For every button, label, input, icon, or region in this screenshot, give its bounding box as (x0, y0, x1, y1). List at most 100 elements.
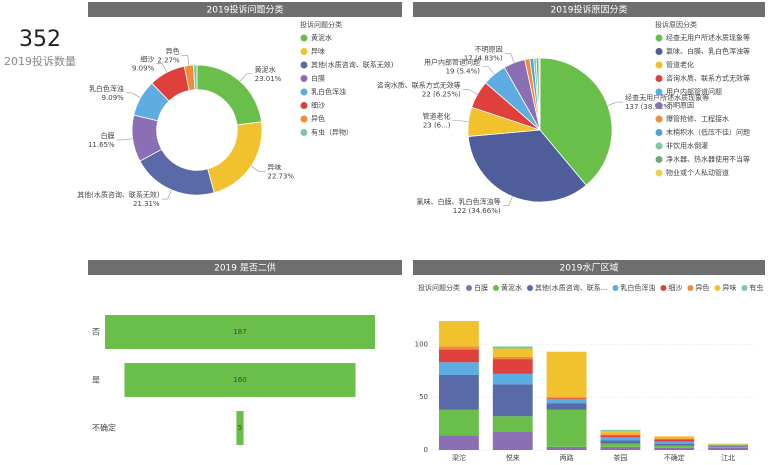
slice (538, 57, 541, 131)
bar-segment (708, 443, 749, 445)
legend-swatch (660, 285, 667, 291)
legend-label: 乳白色浑浊 (620, 283, 655, 292)
legend-swatch (655, 169, 663, 177)
bar-segment (546, 403, 587, 410)
legend-swatch (612, 285, 619, 291)
bar-segment (438, 362, 479, 375)
x-tick-label: 江北 (721, 454, 735, 462)
funnel-bar (124, 363, 356, 397)
panel-header (88, 2, 402, 17)
slice-value-label: 22.73% (267, 173, 294, 181)
chart-title: 2019投诉问题分类 (207, 4, 284, 16)
slice-value-label: 23 (6...) (423, 122, 451, 130)
slice-value-label: 9.09% (132, 65, 155, 73)
panel-header (88, 260, 402, 275)
slice-value-label: 22 (6.25%) (422, 90, 461, 98)
chart-title: 2019投诉原因分类 (551, 4, 628, 16)
legend-label: 白膜 (311, 74, 325, 83)
category-label: 否 (92, 328, 100, 337)
bar-segment (438, 321, 479, 347)
legend-label: 氯味、白膜、乳白色浑浊等 (666, 47, 750, 56)
slice-label: 氯味、白膜、乳白色浑浊等 (417, 197, 501, 206)
slice-label: 咨询水质、联系方式无效等 (377, 80, 461, 89)
y-tick-label: 50 (419, 393, 428, 401)
legend-label: 异色 (311, 114, 325, 123)
bar-segment (600, 437, 641, 441)
bar-segment (708, 446, 749, 448)
leader-line (607, 101, 624, 106)
slice (139, 148, 215, 196)
bar-segment (654, 438, 695, 440)
legend-swatch (466, 285, 472, 291)
x-tick-label: 悦来 (506, 453, 520, 462)
legend-swatch (655, 75, 663, 82)
legend-title: 投诉问题分类 (300, 20, 342, 29)
bar-segment (438, 346, 479, 350)
y-tick-label: 0 (424, 446, 428, 454)
bar-segment (600, 435, 641, 438)
bar-segment (654, 447, 695, 450)
legend-label: 管道老化 (666, 60, 694, 69)
bar-segment (546, 351, 587, 398)
bar-segment (600, 446, 641, 450)
y-tick-label: 100 (415, 340, 428, 348)
legend-swatch (655, 88, 663, 96)
bar-segment (600, 434, 641, 436)
bar-segment (654, 445, 695, 448)
bar-segment (438, 409, 479, 436)
leader-line (156, 63, 168, 73)
chart-title: 2019 是否二供 (214, 262, 276, 274)
slice-label: 白膜 (101, 131, 115, 140)
kpi-label: 2019投诉数量 (4, 54, 76, 68)
legend-label: 用户内部管道问题 (666, 87, 722, 96)
bar-segment (600, 440, 641, 444)
bar-segment (600, 429, 641, 431)
slice-value-label: 11.65% (88, 141, 115, 149)
legend-swatch (741, 285, 748, 291)
leader-line (239, 73, 253, 82)
legend-swatch (300, 34, 308, 42)
legend-swatch (655, 34, 663, 42)
slice-value-label: 21.31% (133, 200, 160, 208)
bar-segment (546, 409, 587, 447)
leader-line (462, 89, 478, 95)
bar-segment (546, 399, 587, 404)
legend-label: 有虫（异物） (749, 283, 768, 292)
legend-label: 其他(水质咨询、联系无效) (311, 60, 394, 69)
slice-value-label: 137 (38.92%) (625, 103, 673, 111)
slice-label: 不明原因 (475, 45, 503, 53)
legend-swatch (687, 285, 694, 291)
slice (539, 57, 613, 186)
bar-segment (600, 443, 641, 447)
legend-label: 物业或个人私动管道 (666, 168, 729, 177)
slice-label: 黄泥水 (255, 65, 276, 74)
legend-label: 细沙 (311, 101, 325, 110)
legend-label: 黄泥水 (501, 283, 522, 292)
bar-segment (492, 356, 533, 360)
legend-swatch (655, 48, 663, 55)
category-label: 不确定 (92, 423, 116, 433)
slice-label: 经查无用户所述水质现象等 (625, 93, 709, 102)
slice-value-label: 19 (5.4%) (446, 68, 481, 76)
value-label: 160 (233, 376, 246, 384)
legend-label: 经查无用户所述水质现象等 (666, 33, 750, 42)
bar-segment (492, 348, 533, 357)
bar-segment (654, 436, 695, 439)
slice-value-label: 17 (4.83%) (464, 54, 503, 62)
legend-title: 投诉问题分类 (418, 283, 460, 292)
slice-label: 异色 (166, 47, 180, 56)
legend-swatch (300, 129, 308, 136)
bar-segment (438, 435, 479, 450)
category-label: 是 (92, 376, 100, 385)
legend-swatch (300, 102, 308, 109)
leader-line (481, 66, 495, 75)
bar-segment (492, 373, 533, 385)
bar-segment (546, 398, 587, 400)
value-label: 5 (238, 424, 242, 432)
slice-value-label: 23.01% (255, 75, 282, 83)
legend-swatch (655, 115, 663, 123)
bar-segment (708, 447, 749, 450)
legend-swatch (655, 61, 663, 69)
legend-label: 白膜 (474, 283, 488, 292)
